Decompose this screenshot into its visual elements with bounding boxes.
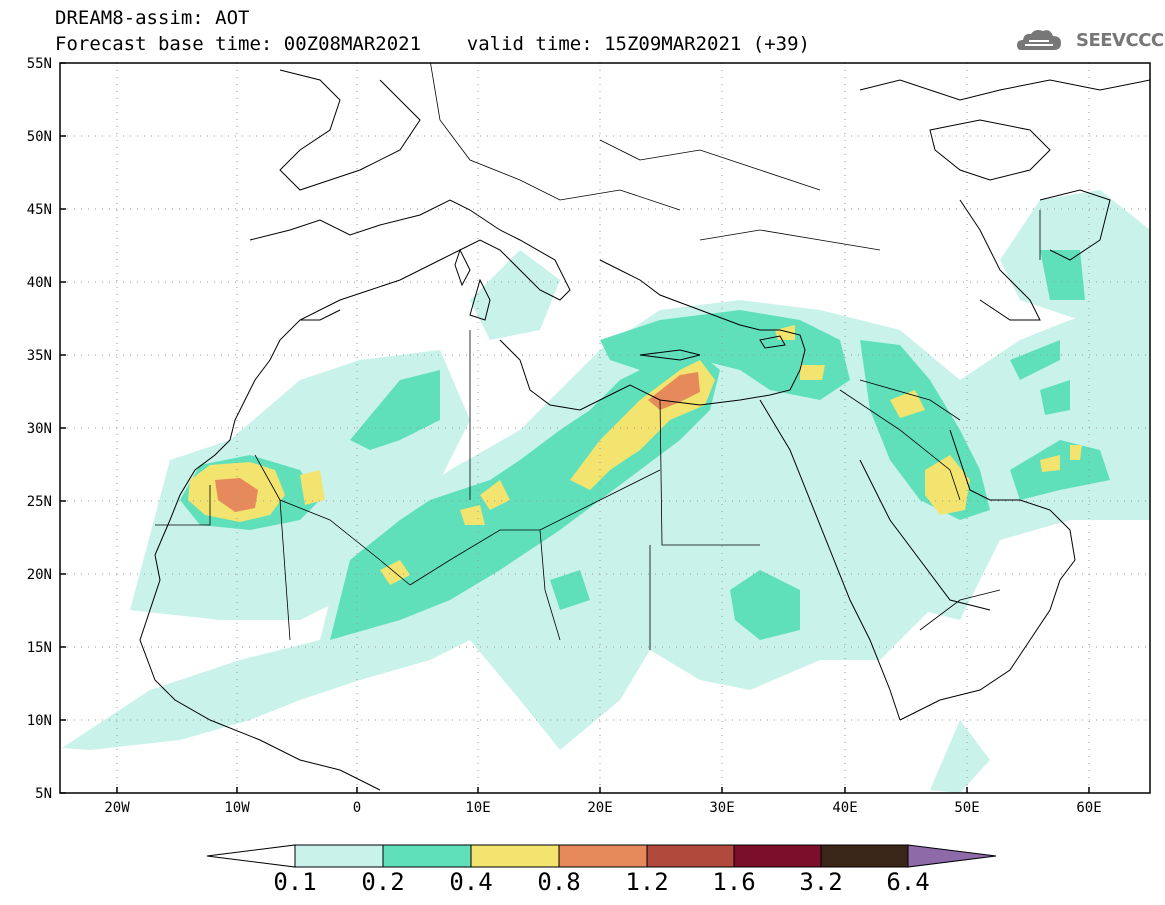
aot-fields [62,190,1150,793]
colorbar-segment [470,844,560,868]
lat-label: 45N [27,202,52,218]
lat-label: 25N [27,494,52,510]
colorbar [206,844,997,868]
colorbar-segment [907,844,997,868]
lon-label: 50E [954,800,979,816]
lat-label: 15N [27,640,52,656]
colorbar-label: 6.4 [886,868,930,896]
colorbar-label: 1.6 [712,868,756,896]
colorbar-segment [646,844,735,868]
longitude-labels: 20W 10W 0 10E 20E 30E 40E 50E 60E [104,800,1101,816]
lon-label: 20W [104,800,130,816]
lat-label: 40N [27,275,52,291]
colorbar-label: 0.2 [361,868,405,896]
graticule [60,63,1150,793]
colorbar-label: 0.1 [273,868,317,896]
lat-label: 55N [27,56,52,72]
forecast-time: Forecast base time: 00Z08MAR2021 valid t… [55,33,810,55]
colorbar-segment [294,844,384,868]
map-title: DREAM8-assim: AOT [55,7,250,29]
lon-label: 0 [353,800,361,816]
lon-label: 10E [465,800,490,816]
colorbar-label: 0.8 [537,868,581,896]
colorbar-segment [733,844,822,868]
lon-label: 30E [709,800,734,816]
colorbar-segment [558,844,648,868]
lon-label: 60E [1076,800,1101,816]
colorbar-label: 1.2 [625,868,669,896]
cloud-icon [1017,30,1061,50]
borders [155,63,1041,650]
colorbar-segment [382,844,472,868]
lat-label: 5N [35,786,52,802]
lat-label: 10N [27,713,52,729]
colorbar-label: 0.4 [449,868,493,896]
ticks [60,62,1090,794]
coastlines [139,69,1150,791]
lon-label: 40E [832,800,857,816]
colorbar-segment [206,844,296,868]
lat-label: 30N [27,421,52,437]
colorbar-label: 3.2 [799,868,843,896]
lat-label: 50N [27,129,52,145]
logo-text: SEEVCCC [1076,30,1164,51]
lon-label: 20E [587,800,612,816]
colorbar-segment [820,844,909,868]
latitude-labels: 55N 50N 45N 40N 35N 30N 25N 20N 15N 10N … [27,56,52,802]
lat-label: 20N [27,567,52,583]
lon-label: 10W [224,800,250,816]
lat-label: 35N [27,348,52,364]
